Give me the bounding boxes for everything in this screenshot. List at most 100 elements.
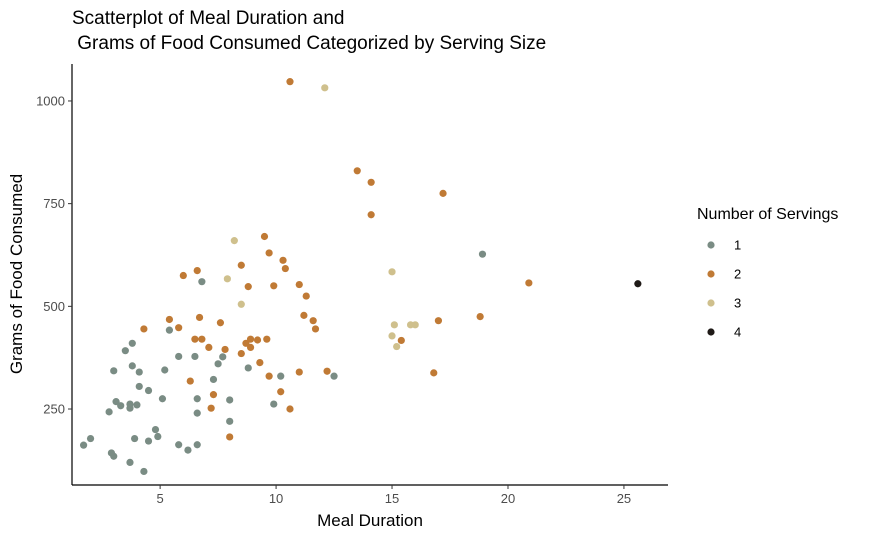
data-point-servings-2: [265, 372, 273, 380]
data-point-servings-2: [216, 319, 225, 327]
data-point-servings-2: [525, 279, 533, 287]
legend-key-4: [707, 328, 715, 336]
x-axis-title: Meal Duration: [317, 511, 423, 530]
data-point-servings-1: [193, 395, 201, 403]
data-point-servings-2: [367, 178, 375, 186]
data-point-servings-2: [300, 311, 308, 319]
data-point-servings-1: [135, 368, 143, 376]
data-point-servings-2: [309, 317, 317, 325]
data-point-servings-2: [165, 315, 174, 324]
data-point-servings-2: [286, 78, 294, 86]
data-point-servings-3: [388, 268, 396, 276]
data-point-servings-2: [279, 256, 287, 264]
data-point-servings-2: [237, 349, 245, 358]
chart-title-line-1: Scatterplot of Meal Duration and: [72, 8, 345, 29]
data-point-servings-1: [144, 437, 153, 445]
legend-title: Number of Servings: [697, 206, 838, 223]
data-point-servings-1: [117, 402, 125, 410]
data-point-servings-2: [221, 345, 229, 354]
y-tick-label: 500: [43, 299, 65, 314]
data-point-servings-1: [161, 366, 169, 374]
y-axis-title: Grams of Food Consumed: [7, 174, 26, 374]
data-point-servings-2: [253, 336, 262, 344]
data-point-servings-2: [195, 313, 204, 322]
data-point-servings-2: [140, 325, 148, 333]
data-point-servings-3: [388, 332, 396, 340]
data-point-servings-1: [244, 364, 252, 372]
data-point-servings-1: [112, 398, 120, 406]
data-point-servings-1: [126, 458, 134, 467]
data-point-servings-3: [390, 321, 398, 329]
data-point-servings-1: [193, 441, 201, 449]
x-tick-label: 5: [157, 491, 164, 506]
data-point-servings-1: [110, 367, 118, 375]
data-point-servings-2: [246, 343, 255, 352]
data-point-servings-1: [330, 372, 338, 380]
data-point-servings-2: [295, 368, 303, 376]
data-points: [79, 78, 642, 476]
data-point-servings-1: [154, 432, 162, 441]
data-point-servings-1: [158, 395, 167, 403]
legend-label-4: 4: [734, 325, 741, 340]
data-point-servings-3: [237, 300, 245, 308]
y-tick-label: 250: [43, 402, 65, 417]
chart-title-line-2: Grams of Food Consumed Categorized by Se…: [72, 33, 546, 54]
data-point-servings-2: [476, 313, 484, 321]
data-point-servings-1: [105, 408, 113, 416]
legend-label-1: 1: [734, 238, 741, 253]
data-point-servings-3: [411, 321, 419, 329]
data-point-servings-1: [198, 278, 206, 286]
data-point-servings-1: [131, 434, 139, 443]
data-point-servings-3: [321, 84, 329, 92]
data-point-servings-2: [186, 377, 194, 385]
data-point-servings-2: [244, 283, 252, 291]
data-point-servings-2: [323, 367, 331, 375]
data-point-servings-1: [165, 326, 174, 334]
legend-label-3: 3: [734, 296, 741, 311]
legend-items: 1 2 3 4: [707, 238, 741, 340]
data-point-servings-2: [434, 317, 443, 325]
data-point-servings-2: [265, 249, 273, 257]
data-point-servings-2: [277, 388, 285, 396]
data-point-servings-1: [128, 362, 136, 370]
data-point-servings-1: [193, 409, 201, 417]
data-point-servings-1: [209, 375, 218, 384]
data-point-servings-1: [86, 434, 95, 443]
data-point-servings-2: [198, 335, 206, 343]
data-point-servings-1: [175, 441, 183, 449]
data-point-servings-1: [151, 425, 160, 434]
data-point-servings-1: [277, 372, 285, 380]
x-tick-label: 20: [501, 491, 515, 506]
data-point-servings-2: [207, 404, 215, 412]
data-point-servings-2: [226, 433, 234, 441]
data-point-servings-1: [270, 400, 278, 408]
data-point-servings-2: [430, 369, 438, 377]
data-point-servings-1: [110, 452, 118, 460]
y-tick-label: 750: [43, 196, 65, 211]
y-axis-ticks: 250 500 750 1000: [36, 93, 72, 417]
legend-key-3: [707, 299, 715, 307]
legend-label-2: 2: [734, 267, 741, 282]
data-point-servings-2: [242, 339, 250, 347]
data-point-servings-1: [140, 467, 148, 476]
data-point-servings-1: [135, 382, 143, 391]
data-point-servings-4: [634, 280, 642, 288]
data-point-servings-2: [295, 280, 303, 289]
data-point-servings-2: [367, 211, 375, 219]
data-point-servings-1: [144, 386, 153, 395]
data-point-servings-3: [230, 237, 238, 245]
x-tick-label: 25: [617, 491, 631, 506]
data-point-servings-1: [126, 404, 134, 412]
data-point-servings-2: [209, 391, 218, 399]
legend-key-2: [707, 270, 715, 278]
data-point-servings-1: [133, 401, 141, 409]
data-point-servings-2: [439, 189, 447, 197]
data-point-servings-1: [79, 441, 88, 449]
data-point-servings-1: [478, 250, 487, 258]
y-tick-label: 1000: [36, 93, 65, 108]
data-point-servings-2: [260, 232, 269, 241]
x-tick-label: 10: [269, 491, 283, 506]
legend: Number of Servings 1 2 3 4: [697, 206, 838, 340]
data-point-servings-2: [256, 359, 264, 367]
